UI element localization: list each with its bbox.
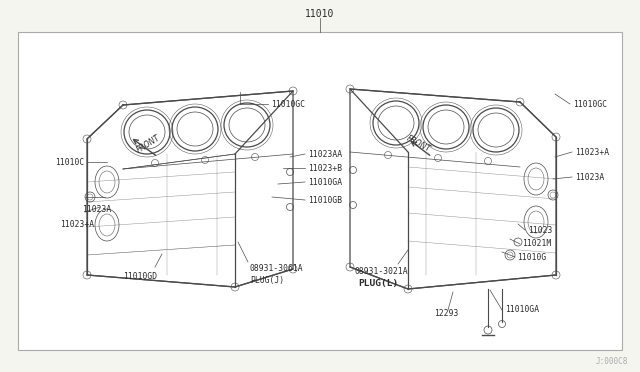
Circle shape <box>346 263 354 271</box>
Text: PLUG(J): PLUG(J) <box>250 276 284 285</box>
Text: FRONT: FRONT <box>134 133 161 155</box>
Text: 11010G: 11010G <box>517 253 547 262</box>
Text: J:000C8: J:000C8 <box>596 357 628 366</box>
Circle shape <box>119 101 127 109</box>
Text: PLUG(L): PLUG(L) <box>358 279 398 288</box>
Text: 11010: 11010 <box>305 9 335 19</box>
Circle shape <box>516 98 524 106</box>
Text: 11010GA: 11010GA <box>505 305 539 314</box>
Text: 08931-3021A: 08931-3021A <box>355 267 408 276</box>
Text: 11021M: 11021M <box>522 240 551 248</box>
Text: 11010GC: 11010GC <box>271 99 305 109</box>
Text: 11023AA: 11023AA <box>308 150 342 158</box>
Text: 11023+A: 11023+A <box>60 219 94 228</box>
Text: 11010GD: 11010GD <box>123 272 157 281</box>
Text: 11010GB: 11010GB <box>308 196 342 205</box>
Text: 08931-3061A: 08931-3061A <box>250 264 303 273</box>
Text: 11023: 11023 <box>528 225 552 234</box>
Circle shape <box>83 135 91 143</box>
Text: 12293: 12293 <box>434 308 458 317</box>
Circle shape <box>552 271 560 279</box>
FancyBboxPatch shape <box>18 32 622 350</box>
Circle shape <box>552 133 560 141</box>
Text: 11023+A: 11023+A <box>575 148 609 157</box>
Circle shape <box>289 265 297 273</box>
Text: FRONT: FRONT <box>404 134 431 154</box>
Text: 11023+B: 11023+B <box>308 164 342 173</box>
Text: 11010C: 11010C <box>55 157 84 167</box>
Circle shape <box>346 85 354 93</box>
Circle shape <box>289 87 297 95</box>
Text: 11023A: 11023A <box>82 205 111 214</box>
Text: 11010GA: 11010GA <box>308 177 342 186</box>
Circle shape <box>404 285 412 293</box>
Circle shape <box>231 283 239 291</box>
Circle shape <box>83 271 91 279</box>
Text: 11023A: 11023A <box>575 173 604 182</box>
Text: 11010GC: 11010GC <box>573 99 607 109</box>
